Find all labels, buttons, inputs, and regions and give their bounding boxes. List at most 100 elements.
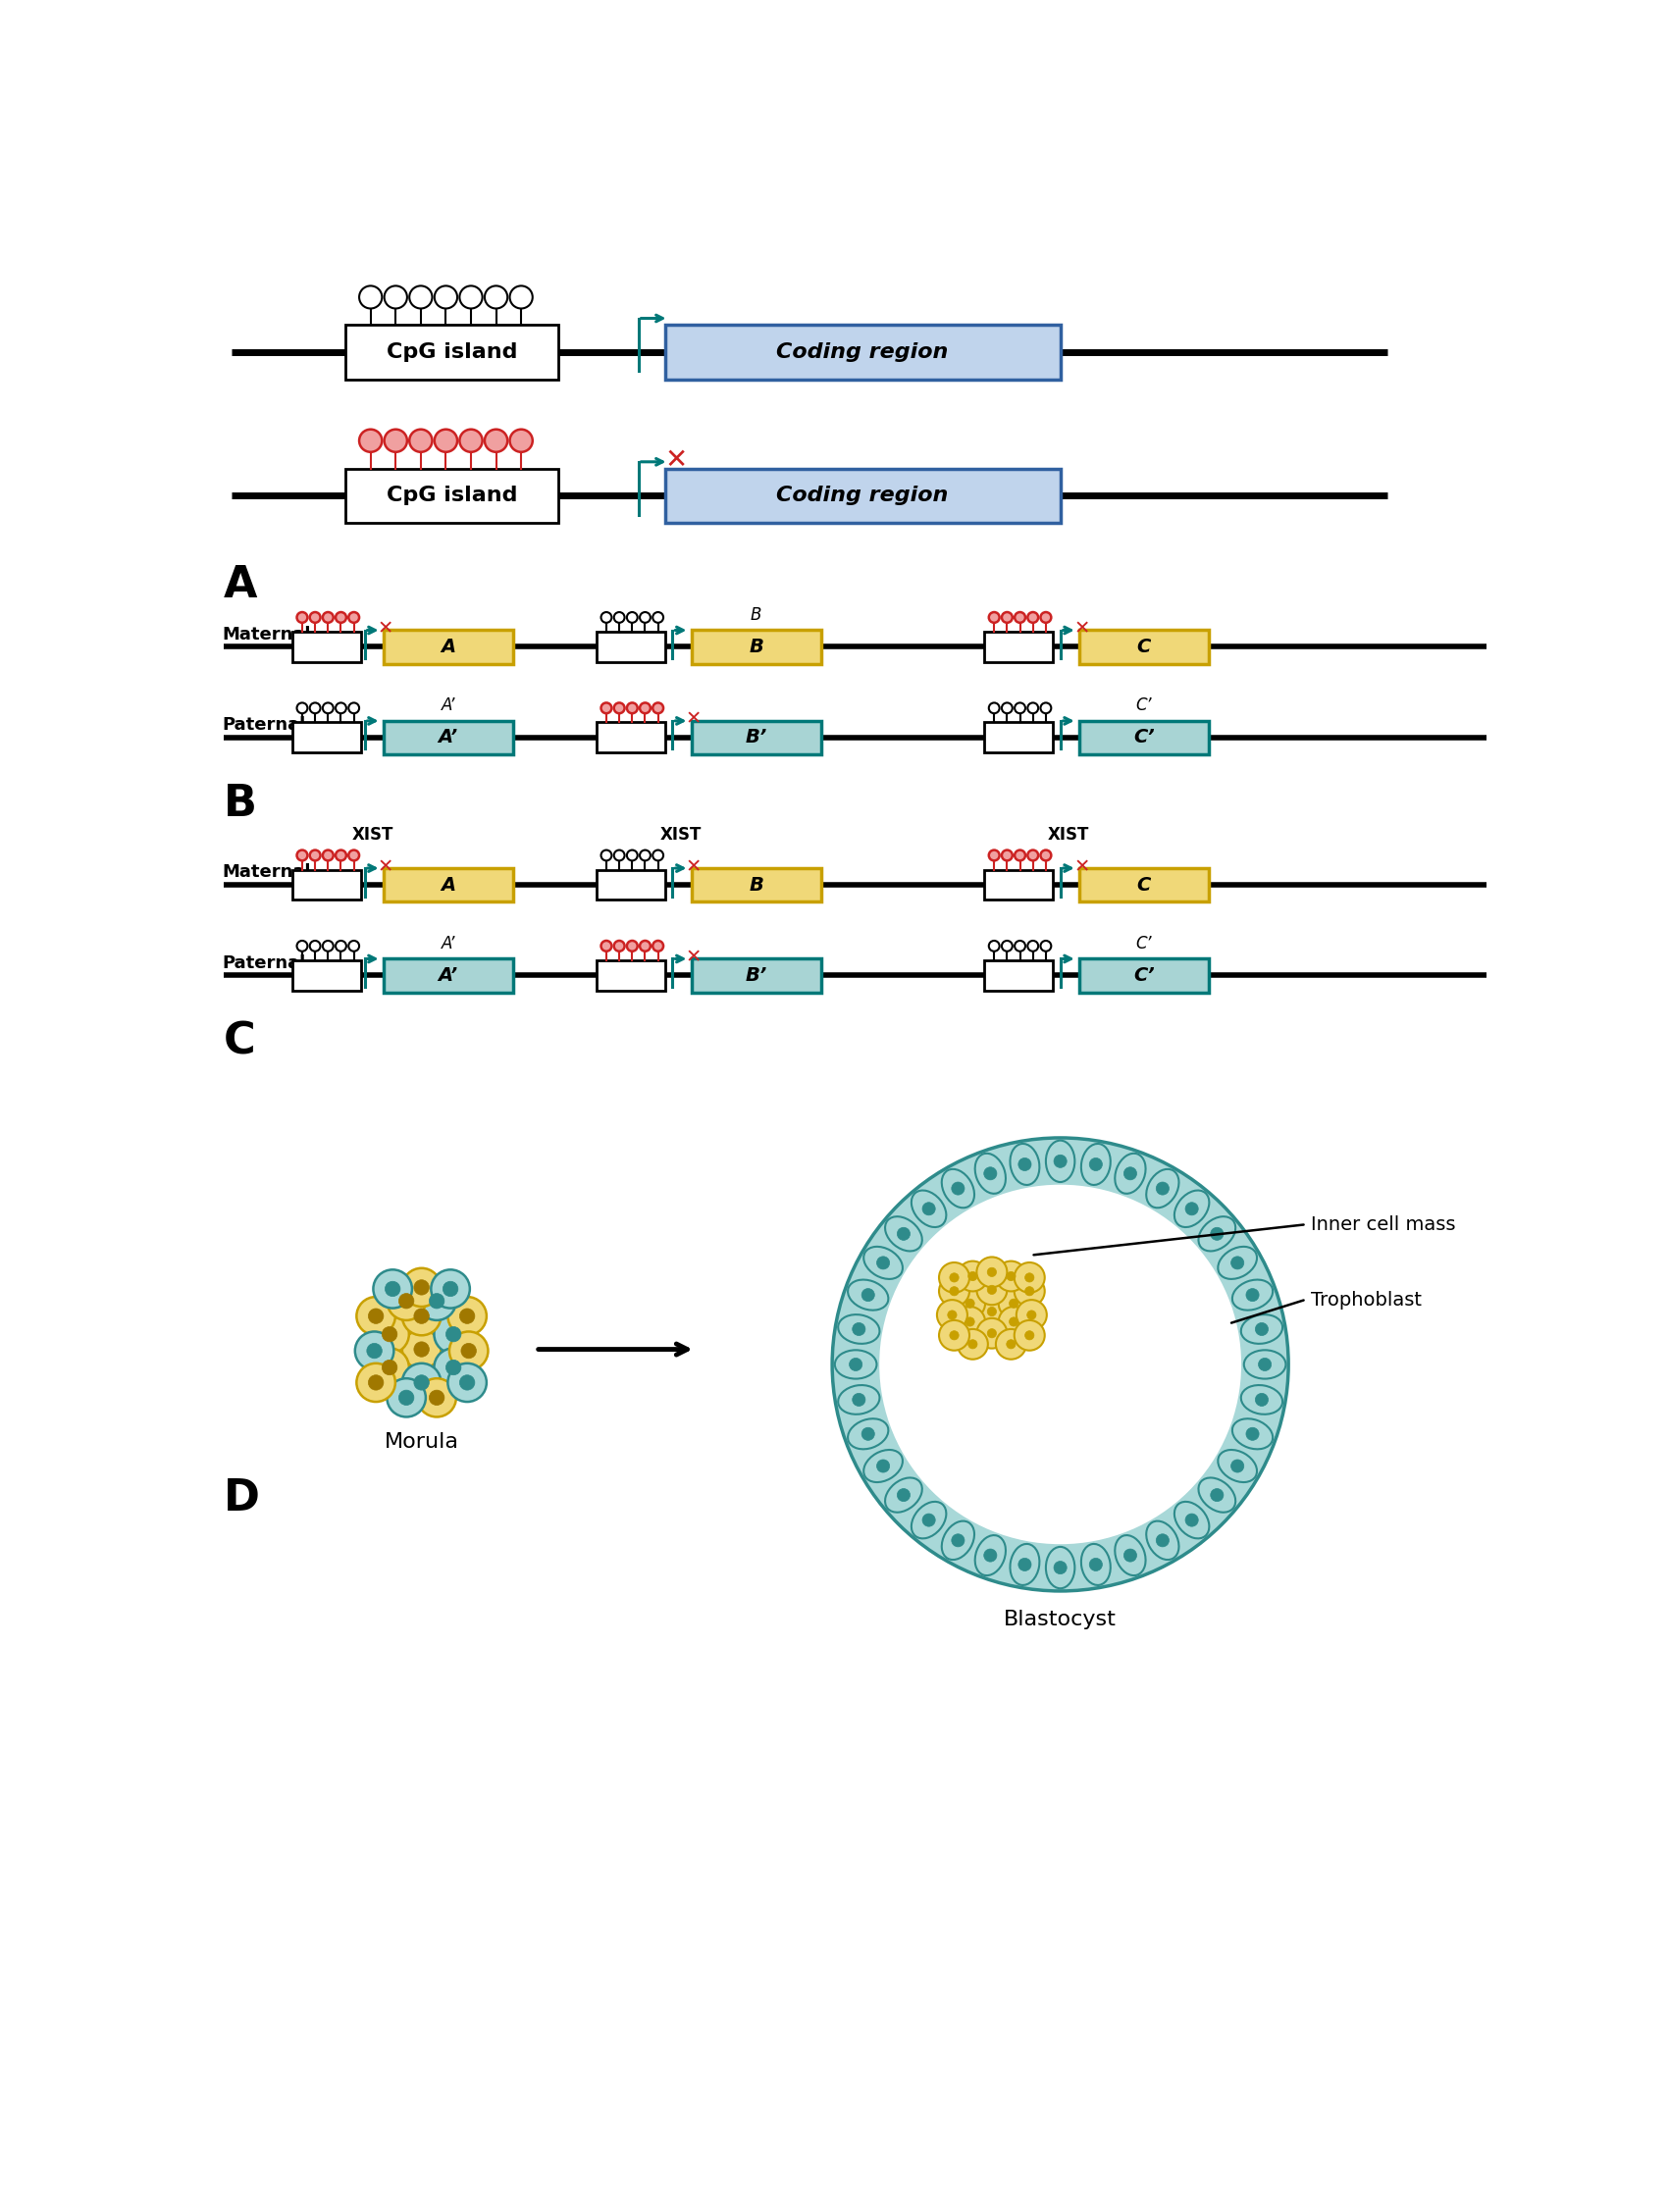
Circle shape — [1016, 1301, 1046, 1329]
Circle shape — [639, 940, 651, 951]
Circle shape — [1053, 1155, 1066, 1168]
Ellipse shape — [1242, 1314, 1282, 1343]
Circle shape — [374, 1270, 412, 1307]
Circle shape — [1255, 1323, 1268, 1336]
Ellipse shape — [848, 1418, 888, 1449]
Text: B: B — [751, 606, 761, 624]
Text: D: D — [224, 1478, 260, 1520]
Circle shape — [1018, 1557, 1031, 1571]
Ellipse shape — [1082, 1544, 1110, 1586]
Circle shape — [940, 1276, 970, 1307]
Circle shape — [853, 1394, 865, 1407]
Circle shape — [1001, 849, 1013, 860]
Circle shape — [322, 849, 334, 860]
Circle shape — [1025, 1287, 1035, 1296]
Circle shape — [1025, 1274, 1035, 1283]
Text: ✕: ✕ — [1073, 858, 1090, 876]
FancyBboxPatch shape — [384, 630, 512, 664]
Circle shape — [614, 940, 624, 951]
Circle shape — [409, 285, 432, 307]
Circle shape — [628, 613, 638, 624]
Circle shape — [1053, 1562, 1066, 1575]
Circle shape — [1015, 703, 1025, 712]
Circle shape — [1001, 613, 1013, 624]
Circle shape — [355, 1332, 394, 1369]
Ellipse shape — [838, 1385, 880, 1413]
Ellipse shape — [1198, 1217, 1235, 1252]
Circle shape — [402, 1363, 441, 1402]
FancyBboxPatch shape — [1080, 958, 1208, 993]
Ellipse shape — [1115, 1535, 1145, 1575]
Text: ✕: ✕ — [664, 447, 688, 473]
Circle shape — [950, 1332, 958, 1340]
Circle shape — [1040, 613, 1051, 624]
Circle shape — [653, 849, 663, 860]
FancyBboxPatch shape — [384, 721, 512, 754]
FancyBboxPatch shape — [596, 723, 664, 752]
Circle shape — [958, 1261, 988, 1292]
Circle shape — [459, 1376, 474, 1389]
Text: B’: B’ — [746, 967, 768, 984]
Text: A’: A’ — [439, 728, 457, 748]
Circle shape — [601, 703, 611, 712]
Circle shape — [1040, 703, 1051, 712]
Text: Trophoblast: Trophoblast — [1312, 1292, 1422, 1310]
Circle shape — [459, 285, 482, 307]
Text: ✕: ✕ — [686, 858, 701, 876]
Ellipse shape — [1232, 1281, 1273, 1310]
Ellipse shape — [885, 1478, 921, 1513]
Circle shape — [968, 1272, 978, 1281]
Circle shape — [988, 703, 1000, 712]
Circle shape — [950, 1274, 958, 1283]
Circle shape — [417, 1378, 456, 1418]
Circle shape — [417, 1281, 456, 1321]
Circle shape — [382, 1327, 397, 1343]
Circle shape — [1232, 1460, 1243, 1473]
Circle shape — [384, 429, 407, 451]
Circle shape — [322, 613, 334, 624]
Circle shape — [614, 849, 624, 860]
Circle shape — [940, 1263, 970, 1292]
Circle shape — [898, 1228, 910, 1241]
Text: C’: C’ — [1137, 697, 1152, 714]
Circle shape — [898, 1489, 910, 1502]
Circle shape — [833, 1137, 1288, 1590]
Circle shape — [1210, 1489, 1223, 1502]
Circle shape — [1090, 1157, 1102, 1170]
Circle shape — [923, 1513, 935, 1526]
Circle shape — [509, 429, 532, 451]
Circle shape — [414, 1376, 429, 1389]
Ellipse shape — [1175, 1502, 1210, 1540]
FancyBboxPatch shape — [596, 869, 664, 900]
Circle shape — [1001, 940, 1013, 951]
Ellipse shape — [863, 1248, 903, 1279]
Circle shape — [387, 1378, 426, 1418]
Circle shape — [951, 1533, 965, 1546]
Circle shape — [1123, 1168, 1137, 1179]
Circle shape — [1232, 1256, 1243, 1270]
Circle shape — [414, 1310, 429, 1323]
FancyBboxPatch shape — [1080, 721, 1208, 754]
Circle shape — [976, 1274, 1006, 1305]
Circle shape — [322, 940, 334, 951]
Circle shape — [371, 1347, 409, 1387]
Text: Coding region: Coding region — [776, 343, 948, 363]
Circle shape — [386, 1281, 401, 1296]
FancyBboxPatch shape — [985, 960, 1053, 991]
Circle shape — [998, 1287, 1030, 1318]
Circle shape — [297, 849, 307, 860]
Circle shape — [601, 849, 611, 860]
Circle shape — [414, 1343, 429, 1356]
Text: Inner cell mass: Inner cell mass — [1312, 1214, 1455, 1234]
Circle shape — [310, 940, 320, 951]
Ellipse shape — [941, 1522, 975, 1559]
Ellipse shape — [1175, 1190, 1210, 1228]
Circle shape — [1015, 940, 1025, 951]
Circle shape — [950, 1287, 958, 1296]
Ellipse shape — [1147, 1522, 1178, 1559]
Circle shape — [983, 1168, 996, 1179]
Circle shape — [653, 613, 663, 624]
Text: Paternal: Paternal — [222, 953, 305, 971]
Text: ✕: ✕ — [686, 949, 701, 967]
FancyBboxPatch shape — [1080, 630, 1208, 664]
